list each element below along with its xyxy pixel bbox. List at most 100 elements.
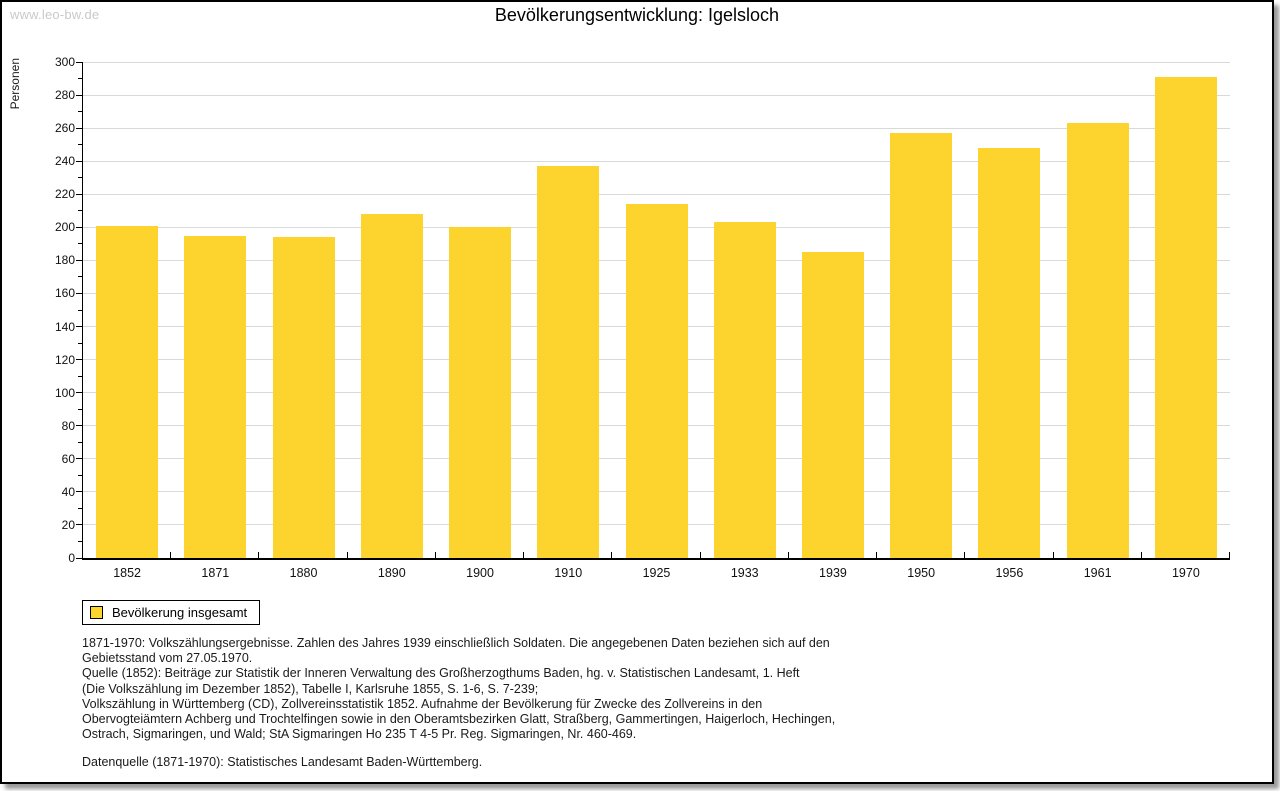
x-tick-label-1880: 1880 (289, 566, 318, 580)
y-tick-label: 280 (54, 88, 75, 103)
y-minor-tick (78, 243, 82, 245)
y-major-tick (76, 326, 82, 328)
gridline-220 (83, 193, 1230, 195)
x-tick-label-1910: 1910 (554, 566, 583, 580)
x-boundary-tick (258, 552, 260, 558)
x-tick-label-1961: 1961 (1083, 566, 1112, 580)
source-note-line: 1871-1970: Volkszählungsergebnisse. Zahl… (82, 636, 830, 650)
x-boundary-tick (699, 552, 701, 558)
bar-1852 (96, 225, 159, 558)
y-tick-label: 100 (54, 385, 75, 400)
x-boundary-tick (1052, 552, 1054, 558)
bar-chart-plot-area: 0 20 40 60 80 100 120 140 160 180 200 220 240 260 280 3… (55, 55, 1230, 580)
bar-1950 (890, 133, 953, 558)
y-tick-label: 20 (61, 517, 75, 532)
y-major-tick (76, 94, 82, 96)
x-boundary-tick (787, 552, 789, 558)
source-note-line: Volkszählung in Württemberg (CD), Zollve… (82, 696, 763, 711)
bar-1890 (360, 214, 423, 558)
x-boundary-tick (523, 552, 525, 558)
legend-label: Bevölkerung insgesamt (112, 605, 248, 620)
gridline-300 (83, 61, 1230, 63)
y-minor-tick (78, 144, 82, 146)
x-boundary-tick (1229, 552, 1230, 558)
x-boundary-tick (964, 552, 966, 558)
y-minor-tick (78, 375, 82, 377)
y-tick-label: 180 (54, 253, 75, 268)
x-boundary-tick (346, 552, 348, 558)
x-tick-label-1933: 1933 (730, 566, 759, 580)
y-minor-tick (78, 309, 82, 311)
x-tick-label-1956: 1956 (995, 566, 1024, 580)
legend-swatch-icon (90, 606, 103, 619)
y-major-tick (76, 425, 82, 427)
y-major-tick (76, 359, 82, 361)
y-major-tick (76, 259, 82, 261)
y-minor-tick (78, 408, 82, 410)
gridline-260 (83, 127, 1230, 129)
bar-1925 (625, 204, 688, 558)
y-major-tick (76, 193, 82, 195)
y-tick-label: 40 (61, 484, 75, 499)
gridline-240 (83, 160, 1230, 162)
y-major-tick (76, 292, 82, 294)
y-minor-tick (78, 177, 82, 179)
bar-1961 (1066, 123, 1129, 558)
x-tick-label-1890: 1890 (377, 566, 406, 580)
y-minor-tick (78, 474, 82, 476)
x-tick-label-1925: 1925 (642, 566, 671, 580)
x-tick-label-1939: 1939 (819, 566, 847, 580)
y-major-tick (76, 458, 82, 460)
y-minor-tick (78, 210, 82, 212)
y-tick-label: 60 (61, 451, 75, 466)
y-minor-tick (78, 78, 82, 80)
x-tick-label-1871: 1871 (201, 566, 230, 580)
gridline-280 (83, 94, 1230, 96)
source-note-line: Ostrach, Sigmaringen, und Wald; StA Sigm… (82, 727, 637, 742)
source-note-line: (Die Volkszählung im Dezember 1852), Tab… (82, 681, 539, 696)
y-major-tick (76, 127, 82, 129)
y-tick-label: 120 (54, 352, 75, 367)
chart-title: Bevölkerungsentwicklung: Igelsloch (494, 5, 780, 25)
y-major-tick (76, 491, 82, 493)
bar-1933 (713, 222, 776, 558)
source-note-line: Quelle (1852): Beiträge zur Statistik de… (82, 666, 800, 681)
x-boundary-tick (170, 552, 172, 558)
y-minor-tick (78, 441, 82, 443)
bar-1939 (801, 252, 864, 558)
bar-1956 (978, 147, 1041, 558)
x-boundary-tick (434, 552, 436, 558)
watermark-leo-bw: www.leo-bw.de (10, 7, 100, 22)
bar-1970 (1154, 76, 1217, 558)
y-tick-label: 260 (54, 121, 75, 136)
x-boundary-tick (876, 552, 878, 558)
x-tick-label-1900: 1900 (466, 566, 494, 580)
x-boundary-tick (611, 552, 613, 558)
y-tick-label: 140 (54, 319, 75, 334)
legend: Bevölkerung insgesamt (82, 600, 261, 625)
bar-1880 (272, 237, 335, 558)
x-tick-label-1970: 1970 (1171, 566, 1200, 580)
y-tick-label: 240 (54, 154, 75, 169)
y-tick-label: 220 (54, 187, 75, 202)
source-note-line: Obervogteiämtern Achberg und Trochtelfin… (82, 712, 836, 727)
bar-1871 (184, 235, 247, 558)
source-note-line: Gebietsstand vom 27.05.1970. (82, 651, 253, 666)
y-minor-tick (78, 342, 82, 344)
y-major-tick (76, 160, 82, 162)
source-notes: 1871-1970: Volkszählungsergebnisse. Zahl… (82, 636, 835, 771)
y-major-tick (76, 524, 82, 526)
datasource-line: Datenquelle (1871-1970): Statistisches L… (82, 755, 483, 770)
y-tick-label: 0 (68, 551, 75, 565)
y-major-tick (76, 392, 82, 394)
y-axis-title: Personen (8, 58, 22, 110)
y-tick-label: 300 (54, 55, 75, 69)
y-major-tick (76, 557, 82, 559)
x-tick-label-1852: 1852 (113, 566, 142, 580)
bar-1910 (537, 166, 600, 558)
y-minor-tick (78, 507, 82, 509)
y-tick-label: 200 (54, 220, 75, 235)
bar-1900 (449, 227, 512, 558)
y-tick-label: 160 (54, 286, 75, 301)
